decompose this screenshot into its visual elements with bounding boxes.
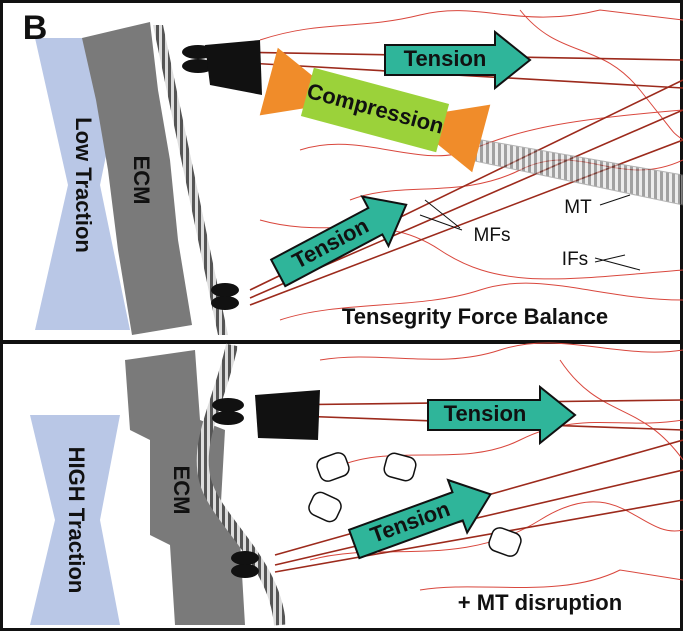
- panel-label: B: [23, 9, 48, 47]
- traction-label: Low Traction: [71, 117, 96, 253]
- tension-label: Tension: [444, 401, 527, 426]
- ecm-label: ECM: [129, 156, 154, 205]
- figure: Low Traction ECM Tension Tension Compres…: [0, 0, 683, 631]
- ecm-label: ECM: [169, 466, 194, 515]
- caption: + MT disruption: [458, 590, 622, 615]
- annotation: IFs: [562, 249, 588, 270]
- traction-label: HIGH Traction: [64, 447, 89, 594]
- annotation: MT: [564, 197, 592, 218]
- caption: Tensegrity Force Balance: [342, 304, 608, 329]
- annotation: MFs: [474, 225, 511, 246]
- tension-label: Tension: [404, 46, 487, 71]
